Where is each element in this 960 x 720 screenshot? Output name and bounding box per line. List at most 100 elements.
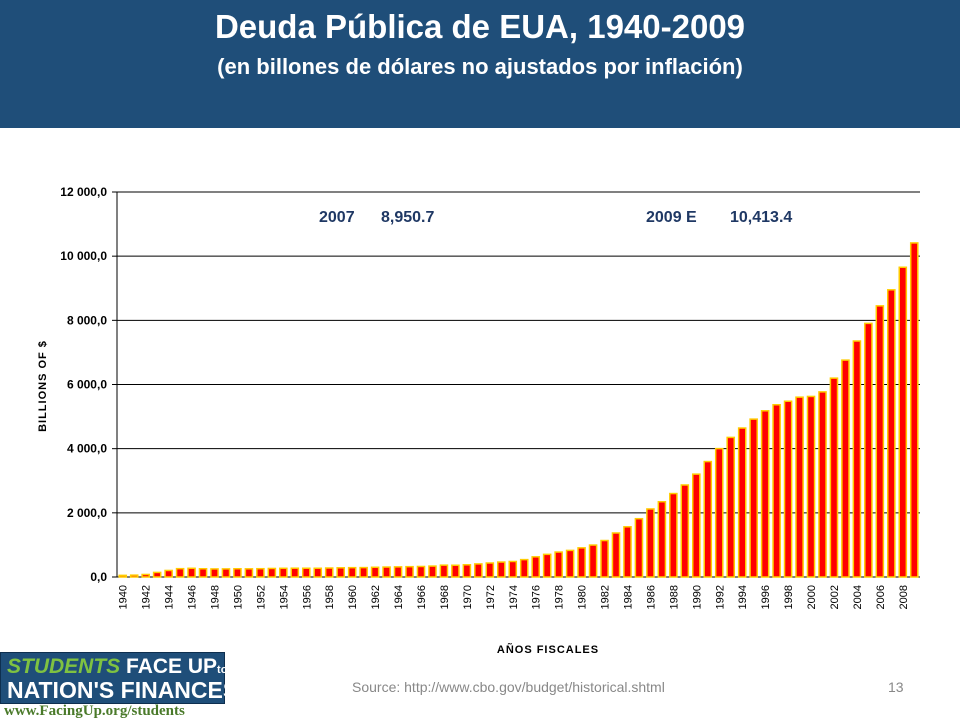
bar-2000 — [806, 395, 816, 578]
bar-2006 — [875, 305, 885, 578]
bar-1987 — [657, 500, 667, 578]
logo-tothe: to the — [217, 664, 247, 676]
y-tick-labels: 0,0 2 000,0 4 000,0 6 000,0 8 000,0 10 000,0 1… — [60, 185, 107, 584]
bar-1981 — [588, 544, 598, 578]
logo-box: STUDENTS FACE UPto the NATION'S FINANCES — [0, 652, 247, 704]
y-tick-label: 2 000,0 — [67, 506, 107, 520]
bar-2007 — [887, 289, 896, 578]
bar-1948 — [210, 568, 219, 578]
bar-1989 — [680, 484, 690, 578]
bar-1986 — [646, 508, 655, 578]
bars — [118, 242, 919, 578]
x-tick-label: 1948 — [210, 585, 222, 609]
annotation-2007-value: 8,950.7 — [381, 209, 434, 226]
bar-1951 — [244, 568, 254, 578]
x-tick-label: 1952 — [255, 585, 267, 609]
bar-1992 — [714, 447, 724, 578]
bar-1980 — [577, 547, 586, 578]
bar-1988 — [669, 492, 678, 578]
bar-1996 — [760, 410, 770, 578]
x-tick-label: 2008 — [898, 585, 910, 609]
x-tick-label: 1976 — [531, 585, 543, 609]
bar-1965 — [405, 565, 414, 578]
bar-1969 — [451, 564, 460, 578]
y-tick-label: 6 000,0 — [67, 378, 107, 392]
logo-faceup: FACE UP — [120, 655, 218, 678]
bar-1999 — [795, 396, 804, 578]
bar-1961 — [359, 566, 368, 578]
page-number: 13 — [888, 679, 904, 695]
bar-1978 — [554, 551, 563, 578]
x-tick-label: 1972 — [485, 585, 497, 609]
bar-2008 — [898, 266, 908, 578]
x-tick-label: 2004 — [852, 585, 864, 609]
y-axis-label: BILLIONS OF $ — [37, 340, 49, 432]
x-tick-label: 1964 — [393, 585, 405, 609]
bar-1943 — [152, 571, 162, 578]
x-tick-labels: 1940 1942 1944 1946 1948 1950 1952 1954 1956 1958… — [118, 585, 910, 609]
y-tick-label: 4 000,0 — [67, 442, 107, 456]
bar-1983 — [611, 532, 621, 578]
y-tick-label: 10 000,0 — [60, 249, 107, 263]
bar-2009 — [909, 242, 919, 578]
x-tick-label: 1978 — [554, 585, 566, 609]
source-note: Source: http://www.cbo.gov/budget/histor… — [352, 679, 665, 695]
bar-1979 — [565, 549, 575, 578]
bar-1974 — [508, 560, 518, 578]
logo-students: STUDENTS — [7, 655, 121, 678]
bar-2002 — [829, 377, 839, 578]
bar-1972 — [485, 562, 495, 578]
x-tick-label: 1988 — [668, 585, 680, 609]
bar-1960 — [347, 566, 357, 578]
x-tick-label: 1998 — [783, 585, 795, 609]
bar-1976 — [531, 556, 541, 578]
annotation-2009-value: 10,413.4 — [730, 209, 792, 226]
annotation-2007-year: 2007 — [319, 209, 355, 226]
x-tick-label: 1984 — [622, 585, 634, 609]
y-tick-label: 8 000,0 — [67, 313, 107, 327]
logo-url: www.FacingUp.org/students — [4, 703, 185, 719]
bar-1966 — [416, 565, 426, 578]
bar-1993 — [726, 436, 736, 578]
x-tick-label: 1954 — [278, 585, 290, 609]
x-tick-label: 1974 — [508, 585, 520, 609]
annotation-2009-year: 2009 E — [646, 209, 697, 226]
bar-1970 — [462, 564, 472, 578]
debt-bar-chart: 0,0 2 000,0 4 000,0 6 000,0 8 000,0 10 000,0 1… — [37, 185, 920, 656]
x-tick-label: 1968 — [439, 585, 451, 609]
bar-1946 — [187, 567, 196, 578]
x-tick-label: 1962 — [370, 585, 382, 609]
x-tick-label: 1946 — [187, 585, 199, 609]
bar-1973 — [496, 561, 506, 578]
bar-1982 — [600, 539, 609, 578]
y-tick-label: 0,0 — [90, 570, 107, 584]
bar-1971 — [474, 563, 483, 578]
bar-1957 — [313, 567, 323, 578]
x-tick-label: 1944 — [164, 585, 176, 609]
bar-2005 — [864, 322, 873, 578]
x-tick-label: 1970 — [462, 585, 474, 609]
x-tick-label: 2006 — [875, 585, 887, 609]
bar-1998 — [783, 400, 793, 578]
x-tick-label: 1950 — [232, 585, 244, 609]
y-tick-label: 12 000,0 — [60, 185, 107, 199]
x-tick-label: 1986 — [645, 585, 657, 609]
bar-1954 — [279, 567, 288, 578]
bar-1997 — [772, 403, 781, 578]
bar-1940 — [118, 574, 128, 578]
bar-1955 — [290, 567, 300, 578]
bar-1990 — [692, 473, 701, 578]
x-tick-label: 1956 — [301, 585, 313, 609]
x-tick-label: 1966 — [416, 585, 428, 609]
x-tick-label: 1990 — [691, 585, 703, 609]
bar-1977 — [542, 553, 552, 578]
x-tick-label: 1958 — [324, 585, 336, 609]
bar-1964 — [393, 566, 403, 578]
x-tick-label: 1942 — [141, 585, 153, 609]
x-axis-label: AÑOS FISCALES — [497, 643, 599, 656]
bar-1942 — [141, 573, 150, 578]
bar-1995 — [749, 418, 758, 578]
logo-line2: NATION'S FINANCES — [7, 677, 239, 703]
bar-1941 — [129, 574, 139, 578]
bar-1994 — [737, 427, 747, 578]
